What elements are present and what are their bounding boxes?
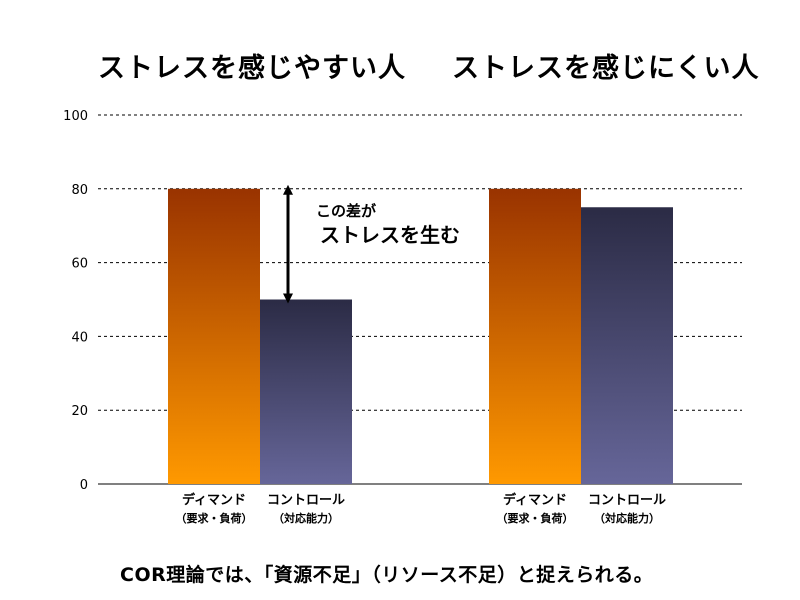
- y-tick-labels: 0 20 40 60 80 100: [63, 109, 88, 493]
- y-tick-label: 20: [71, 404, 88, 419]
- group-title-right: ストレスを感じにくい人: [452, 53, 760, 84]
- category-labels: ディマンド （要求・負荷） コントロール （対応能力） ディマンド （要求・負荷） コントロ…: [176, 492, 667, 525]
- bar-control-group2: [581, 207, 673, 484]
- category-sublabel: （対応能力）: [273, 511, 339, 525]
- y-tick-label: 60: [71, 257, 88, 272]
- bar-demand-group1: [168, 188, 260, 485]
- bar-control-group1: [260, 299, 352, 484]
- category-label: コントロール: [588, 493, 666, 508]
- category-label: ディマンド: [503, 492, 567, 508]
- bars: [168, 188, 673, 485]
- y-tick-label: 100: [63, 109, 88, 124]
- category-sublabel: （要求・負荷）: [497, 511, 574, 525]
- category-label: ディマンド: [182, 492, 246, 508]
- annotation-line2: ストレスを生む: [320, 223, 460, 247]
- annotation-line1: この差が: [316, 202, 377, 220]
- category-label: コントロール: [267, 493, 345, 508]
- footer-caption: COR理論では、「資源不足」（リソース不足）と捉えられる。: [120, 564, 654, 586]
- bar-demand-group2: [489, 188, 581, 485]
- group-title-left: ストレスを感じやすい人: [98, 53, 406, 84]
- category-sublabel: （対応能力）: [594, 511, 660, 525]
- category-sublabel: （要求・負荷）: [176, 511, 253, 525]
- y-tick-label: 40: [71, 330, 88, 345]
- y-tick-label: 0: [80, 478, 88, 493]
- y-tick-label: 80: [71, 183, 88, 198]
